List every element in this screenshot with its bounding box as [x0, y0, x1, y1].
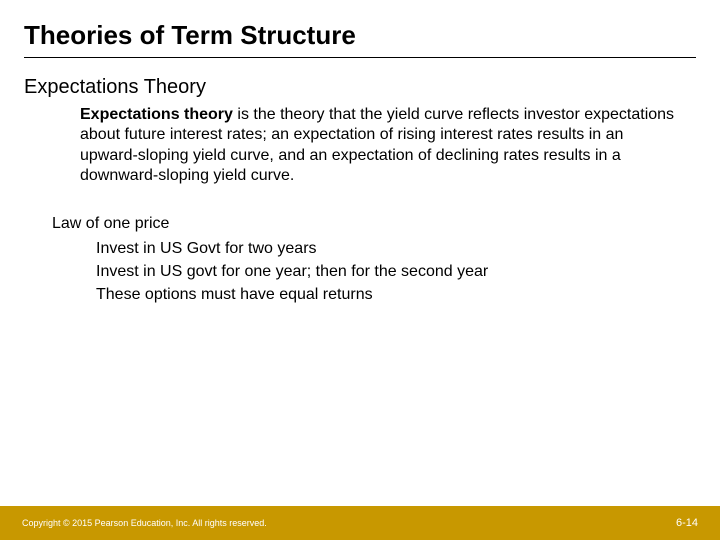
page-number: 6-14	[676, 517, 698, 529]
title-rule	[24, 57, 696, 58]
slide-title: Theories of Term Structure	[24, 20, 696, 51]
slide: Theories of Term Structure Expectations …	[0, 0, 720, 540]
list-item: Invest in US govt for one year; then for…	[96, 260, 696, 283]
slide-subtitle: Expectations Theory	[24, 76, 696, 99]
law-list: Invest in US Govt for two years Invest i…	[96, 237, 696, 307]
list-item: Invest in US Govt for two years	[96, 237, 696, 260]
body-paragraph: Expectations theory is the theory that t…	[80, 105, 676, 187]
footer-bar: Copyright © 2015 Pearson Education, Inc.…	[0, 506, 720, 540]
copyright-text: Copyright © 2015 Pearson Education, Inc.…	[22, 518, 267, 528]
list-item: These options must have equal returns	[96, 283, 696, 306]
body-block: Expectations theory is the theory that t…	[80, 105, 676, 187]
body-lead-bold: Expectations theory	[80, 106, 233, 123]
law-heading: Law of one price	[52, 215, 696, 233]
